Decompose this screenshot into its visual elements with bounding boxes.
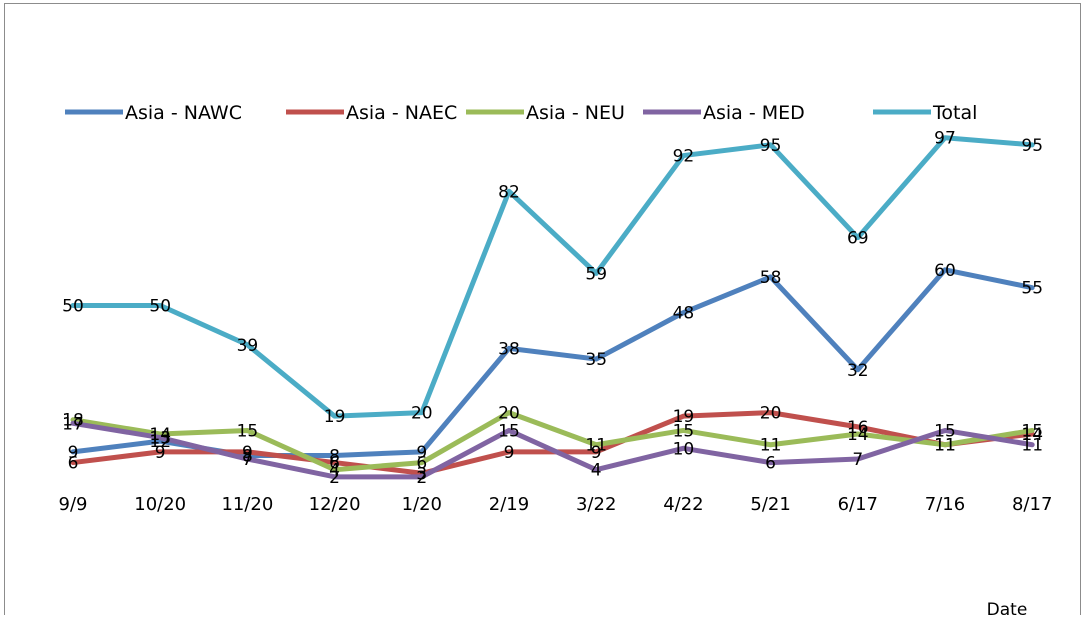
data-label: 9 [591,443,602,463]
x-tick-label: 1/20 [402,494,442,515]
x-tick-label: 5/21 [750,494,790,515]
data-label: 14 [149,425,171,445]
legend-entry: Asia - MED [703,102,805,124]
data-label: 13 [149,429,171,449]
data-label: 92 [673,147,695,167]
x-tick-label: 12/20 [309,494,361,515]
series-line [70,410,1035,476]
data-label: 15 [1021,421,1043,441]
series-line [70,135,1035,419]
data-label: 10 [673,439,695,459]
legend-entry: Asia - NEU [526,102,625,124]
x-tick-label: 2/19 [489,494,529,515]
legend-entry: Asia - NAEC [346,102,457,124]
data-label: 35 [585,350,607,370]
data-label: 12 [149,432,171,452]
data-label: 6 [68,454,79,474]
data-label: 50 [149,297,171,317]
data-label: 48 [673,304,695,324]
data-label: 20 [411,404,433,424]
data-label: 58 [760,268,782,288]
data-label: 6 [329,454,340,474]
series-line [70,420,1035,480]
data-label: 8 [329,446,340,466]
data-label: 59 [585,264,607,284]
data-label: 9 [416,443,427,463]
x-axis-title: Date [987,600,1028,618]
data-label: 9 [155,443,166,463]
data-label: 82 [498,182,520,202]
data-label: 3 [416,464,427,484]
data-label: 19 [673,407,695,427]
data-label: 7 [242,450,253,470]
data-label: 15 [673,421,695,441]
data-label: 11 [585,436,607,456]
data-label: 2 [329,468,340,488]
data-label: 4 [329,461,340,481]
data-label: 69 [847,229,869,249]
data-label: 9 [68,443,79,463]
x-axis-ticks: 9/9 10/20 11/20 12/20 1/20 2/19 3/22 4/22 5/21 6/… [59,494,1053,515]
x-tick-label: 11/20 [221,494,273,515]
data-label: 14 [1021,425,1043,445]
data-label: 7 [852,450,863,470]
data-label: 15 [498,421,520,441]
series-line [70,410,1035,473]
data-label: 95 [1021,136,1043,156]
legend-entry: Asia - NAWC [125,102,242,124]
data-label: 95 [760,136,782,156]
x-tick-label: 3/22 [576,494,616,515]
x-tick-label: 6/17 [838,494,878,515]
data-label: 18 [62,411,84,431]
data-label: 20 [498,404,520,424]
data-label: 6 [416,454,427,474]
legend-entry: Total [932,102,977,124]
chart-frame [4,3,1081,615]
x-tick-label: 7/16 [925,494,965,515]
data-label: 11 [760,436,782,456]
data-label: 97 [934,129,956,149]
data-label: 15 [237,421,259,441]
data-label: 11 [934,436,956,456]
x-tick-label: 9/9 [59,494,88,515]
x-tick-label: 4/22 [663,494,703,515]
x-tick-label: 10/20 [134,494,186,515]
data-label: 16 [847,418,869,438]
data-label: 8 [242,446,253,466]
data-label: 2 [416,468,427,488]
data-label: 38 [498,339,520,359]
data-label: 55 [1021,279,1043,299]
series-lines [70,135,1035,480]
x-tick-label: 8/17 [1012,494,1052,515]
data-label: 11 [1021,436,1043,456]
data-label: 9 [504,443,515,463]
data-label: 32 [847,361,869,381]
data-label: 6 [765,454,776,474]
data-label: 39 [237,336,259,356]
data-label: 4 [591,461,602,481]
data-label: 60 [934,261,956,281]
data-label: 9 [242,443,253,463]
data-label: 15 [934,421,956,441]
data-label: 17 [62,414,84,434]
data-label: 50 [62,297,84,317]
legend: Asia - NAWC Asia - NAEC Asia - NEU Asia - M… [65,102,977,124]
data-label: 19 [324,407,346,427]
data-label: 11 [934,436,956,456]
data-label: 14 [847,425,869,445]
data-label: 20 [760,404,782,424]
